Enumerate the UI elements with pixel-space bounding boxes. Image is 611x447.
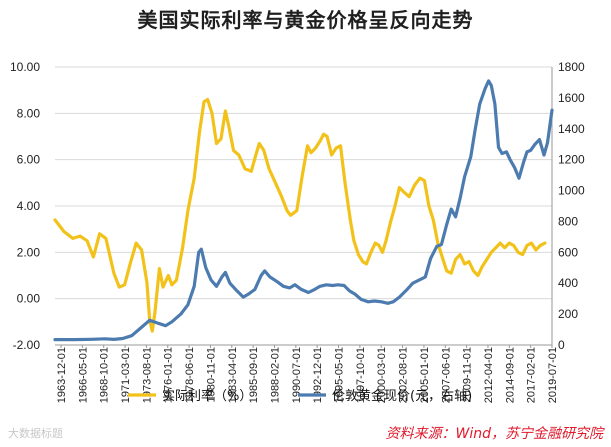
x-tick-label: 1995-05-01 [334,347,346,403]
x-tick-label: 1980-11-01 [205,347,217,402]
x-tick-label: 2017-02-01 [526,347,538,403]
series-real-interest-rate-line [53,97,547,333]
legend: 实际利率（%） 伦敦黄金现价(元，右轴) [128,388,472,404]
x-tick-label: 2002-08-01 [398,347,410,403]
x-tick-label: 1978-06-01 [184,347,196,403]
series-gold-price-line [53,79,554,342]
x-tick-label: 1985-09-01 [248,347,260,403]
y-right-tick-label: 400 [558,276,578,290]
x-tick-label: 2005-01-01 [419,347,431,403]
x-tick-label: 1973-08-01 [141,347,153,403]
x-tick-label: 2000-03-01 [376,347,388,403]
y-axis-right-ticks: 0 200 400 600 800 1000 1200 1400 1600 1800 [558,60,585,352]
y-left-tick-label: 0.00 [17,292,41,306]
y-right-tick-label: 1800 [558,60,585,74]
y-left-tick-label: 8.00 [17,106,41,120]
y-right-tick-label: 1000 [558,184,585,198]
x-tick-label: 1971-03-01 [120,347,132,403]
x-tick-label: 1968-10-01 [99,347,111,403]
y-right-tick-label: 1400 [558,122,585,136]
x-tick-label: 2012-04-01 [483,347,495,403]
y-right-tick-label: 800 [558,214,578,228]
y-left-tick-label: 6.00 [17,153,41,167]
series-lines [53,79,554,342]
y-left-tick-label: 10.00 [10,60,40,74]
x-axis-ticks: 1963-12-01 1966-05-01 1968-10-01 1971-03-01… [56,345,559,403]
y-right-tick-label: 1200 [558,153,585,167]
y-right-tick-label: 1600 [558,91,585,105]
x-tick-label: 1976-01-01 [163,347,175,403]
y-right-tick-label: 200 [558,307,578,321]
x-tick-label: 1966-05-01 [77,347,89,403]
x-tick-label: 1988-02-01 [269,347,281,403]
chart-title: 美国实际利率与黄金价格呈反向走势 [137,8,474,32]
x-tick-label: 1983-04-01 [227,347,239,403]
x-tick-label: 1963-12-01 [56,347,68,403]
legend-label: 实际利率（%） [162,388,252,404]
x-tick-label: 2007-06-01 [440,347,452,403]
watermark: 大数据标题 [8,427,63,440]
y-left-tick-label: 4.00 [17,199,41,213]
y-left-tick-label: -2.00 [13,338,41,352]
y-right-tick-label: 600 [558,245,578,259]
y-axis-left-ticks: -2.00 0.00 2.00 4.00 6.00 8.00 10.00 [10,60,40,352]
x-tick-label: 1990-07-01 [291,347,303,403]
x-tick-label: 2019-07-01 [547,347,559,403]
x-tick-label: 1992-12-01 [312,347,324,403]
source-note: 资料来源：Wind，苏宁金融研究院 [385,426,604,442]
y-right-tick-label: 0 [558,338,565,352]
legend-label: 伦敦黄金现价(元，右轴) [332,388,472,404]
x-tick-label: 1997-10-01 [355,347,367,403]
x-tick-label: 2009-11-01 [462,347,474,402]
x-tick-label: 2014-09-01 [504,347,516,403]
y-left-tick-label: 2.00 [17,245,41,259]
